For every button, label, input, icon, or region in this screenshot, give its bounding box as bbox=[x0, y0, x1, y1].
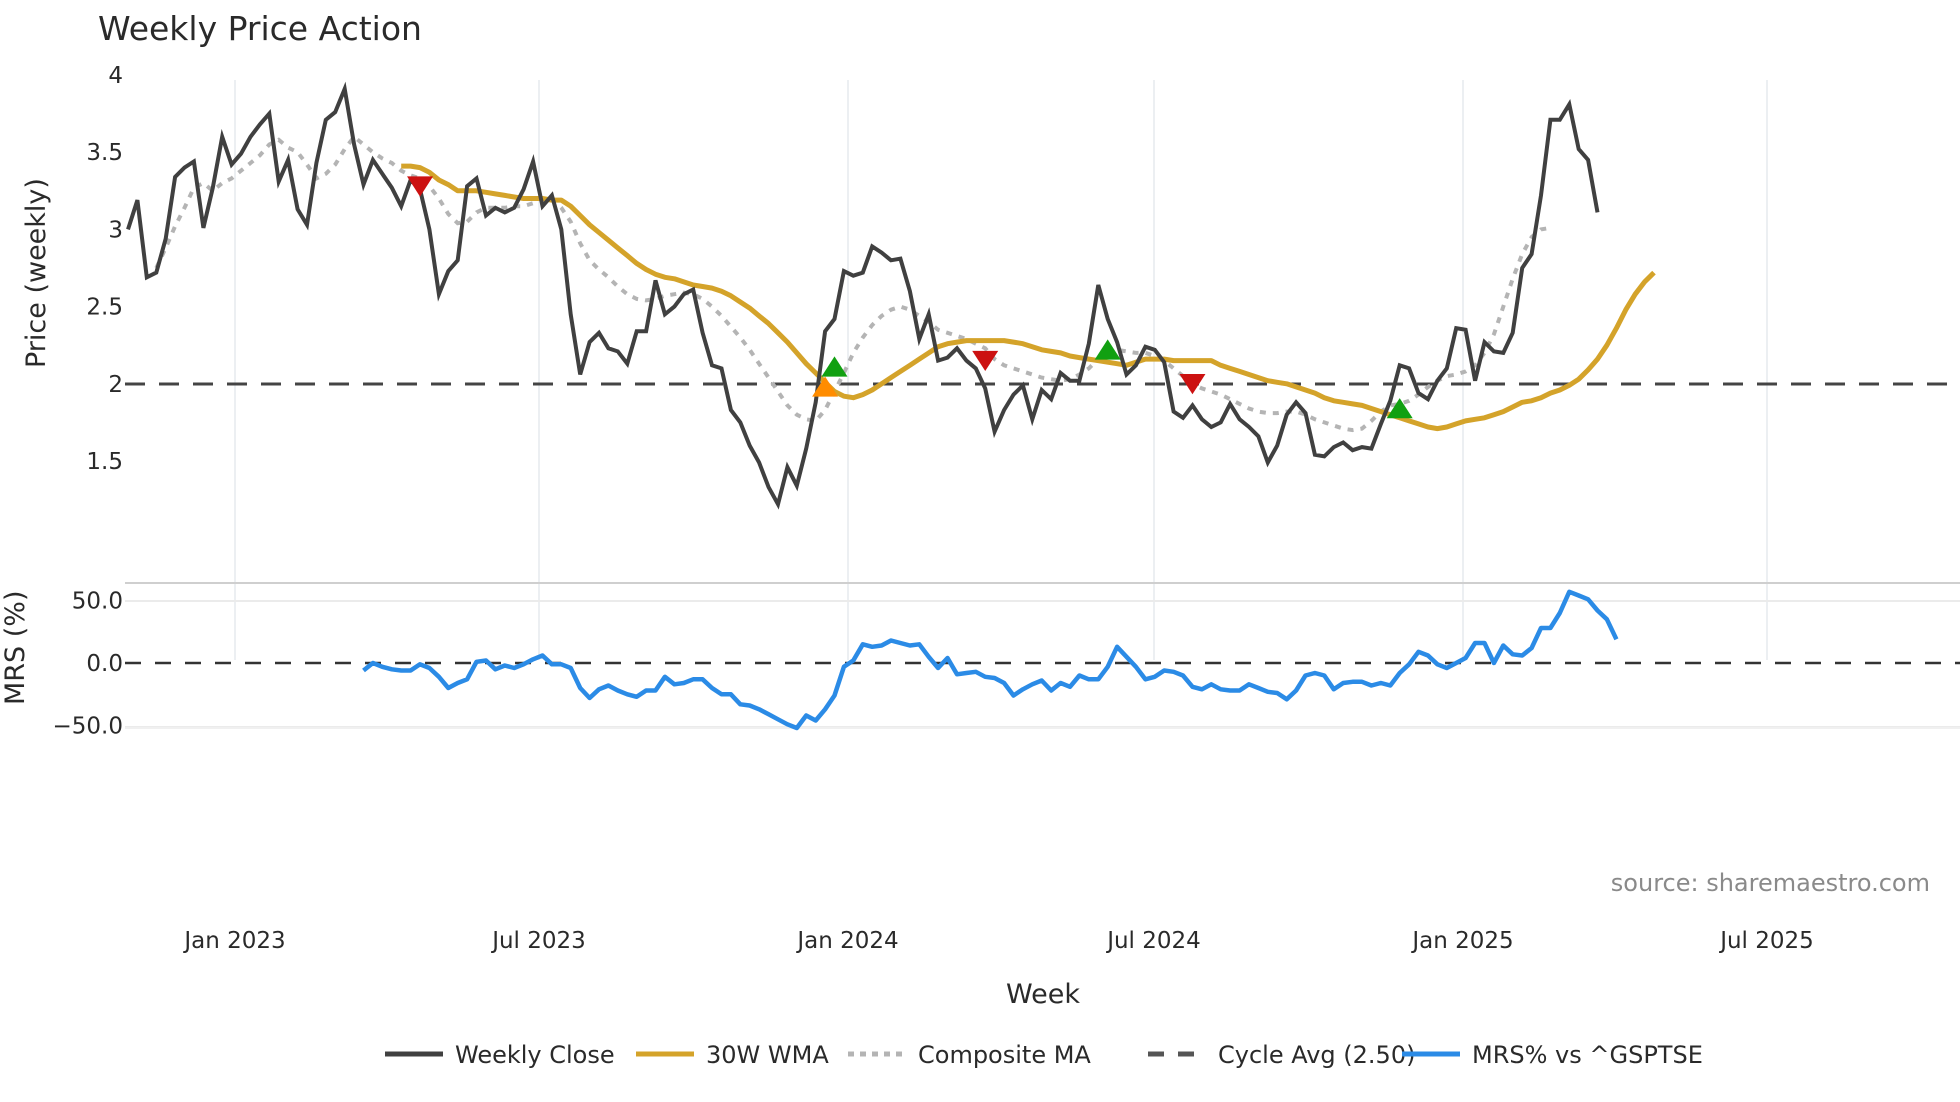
price-y-ticks: 4 3.5 3 2.5 2 1.5 bbox=[86, 63, 123, 475]
mrs-y-tick: 50.0 bbox=[72, 589, 123, 615]
wma-30w-line bbox=[401, 163, 1656, 432]
sell-signal-marker bbox=[1179, 374, 1206, 395]
buy-signal-marker bbox=[1094, 339, 1121, 360]
weekly-close-line bbox=[126, 81, 1600, 510]
price-y-axis-label: Price (weekly) bbox=[21, 178, 52, 368]
sell-signal-marker bbox=[972, 350, 999, 372]
mrs-y-tick: −50.0 bbox=[53, 714, 123, 740]
legend-label: 30W WMA bbox=[706, 1041, 829, 1069]
price-y-tick: 2.5 bbox=[86, 295, 123, 321]
price-y-tick: 4 bbox=[108, 63, 123, 89]
x-axis-label: Week bbox=[1006, 979, 1080, 1010]
source-annotation: source: sharemaestro.com bbox=[1611, 869, 1930, 897]
price-vertical-gridlines bbox=[234, 80, 1768, 660]
price-y-tick: 3.5 bbox=[86, 140, 123, 166]
legend: Weekly Close 30W WMA Composite MA Cycle Avg… bbox=[385, 1041, 1703, 1069]
mrs-y-tick: 0.0 bbox=[86, 651, 123, 677]
legend-label: MRS% vs ^GSPTSE bbox=[1472, 1041, 1703, 1069]
x-tick-label: Jan 2023 bbox=[182, 928, 285, 954]
x-tick-label: Jan 2025 bbox=[1410, 928, 1513, 954]
x-tick-label: Jan 2024 bbox=[795, 928, 898, 954]
legend-label: Cycle Avg (2.50) bbox=[1218, 1041, 1415, 1069]
legend-label: Composite MA bbox=[918, 1041, 1091, 1069]
buy-signal-marker bbox=[821, 356, 848, 377]
x-tick-label: Jul 2025 bbox=[1718, 928, 1814, 954]
mrs-line bbox=[362, 589, 1619, 731]
sell-signal-marker bbox=[407, 176, 434, 197]
legend-label: Weekly Close bbox=[455, 1041, 615, 1069]
price-y-tick: 2 bbox=[108, 372, 123, 398]
chart-title: Weekly Price Action bbox=[98, 9, 422, 48]
x-tick-label: Jul 2023 bbox=[490, 928, 586, 954]
x-axis-ticks: Jan 2023 Jul 2023 Jan 2024 Jul 2024 Jan 2025… bbox=[182, 928, 1813, 954]
buy-signal-marker bbox=[1386, 398, 1413, 419]
mrs-y-axis-label: MRS (%) bbox=[0, 591, 31, 706]
price-y-tick: 3 bbox=[108, 217, 123, 243]
signal-markers bbox=[407, 176, 1413, 419]
buy-signal-marker bbox=[812, 376, 839, 397]
x-tick-label: Jul 2024 bbox=[1105, 928, 1201, 954]
price-y-tick: 1.5 bbox=[86, 449, 123, 475]
mrs-y-ticks: 50.0 0.0 −50.0 bbox=[53, 589, 123, 740]
